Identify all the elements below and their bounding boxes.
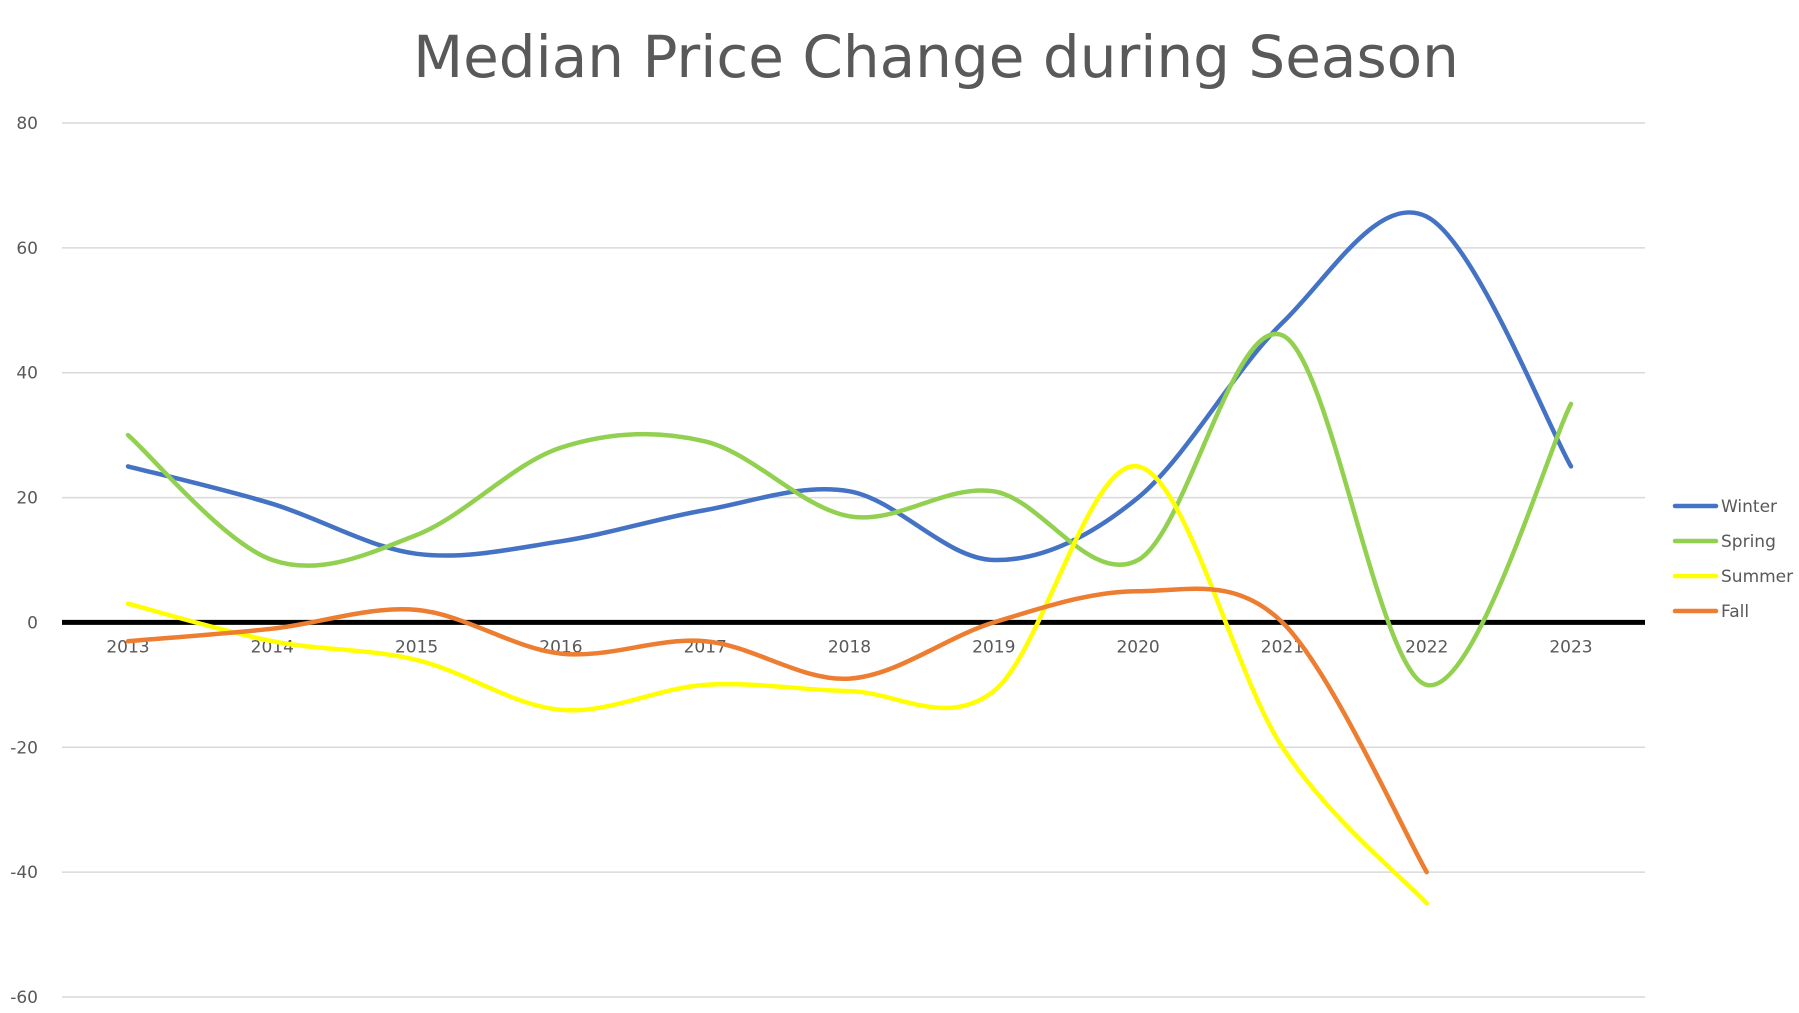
y-tick-label: -60 bbox=[10, 988, 38, 1008]
x-tick-label: 2021 bbox=[1261, 637, 1304, 657]
chart-title: Median Price Change during Season bbox=[413, 23, 1459, 91]
x-tick-label: 2023 bbox=[1549, 637, 1592, 657]
legend-label-summer: Summer bbox=[1721, 567, 1793, 587]
x-tick-label: 2018 bbox=[828, 637, 871, 657]
x-tick-label: 2019 bbox=[972, 637, 1015, 657]
y-tick-label: 20 bbox=[16, 489, 38, 509]
x-tick-label: 2022 bbox=[1405, 637, 1448, 657]
y-tick-label: -20 bbox=[10, 738, 38, 758]
series-line-fall bbox=[125, 586, 1429, 875]
series-line-summer bbox=[125, 464, 1429, 906]
legend: Winter Spring Summer Fall bbox=[1672, 497, 1793, 622]
legend-label-spring: Spring bbox=[1721, 532, 1776, 552]
legend-label-fall: Fall bbox=[1721, 602, 1749, 622]
legend-label-winter: Winter bbox=[1721, 497, 1777, 517]
y-axis-tick-labels: 80 60 40 20 0 -20 -40 -60 bbox=[10, 114, 38, 1008]
y-tick-label: 0 bbox=[27, 613, 38, 633]
gridlines bbox=[62, 122, 1645, 998]
series-line-spring bbox=[125, 331, 1574, 688]
y-tick-label: -40 bbox=[10, 863, 38, 883]
y-tick-label: 80 bbox=[16, 114, 38, 134]
y-tick-label: 60 bbox=[16, 239, 38, 259]
y-tick-label: 40 bbox=[16, 364, 38, 384]
x-tick-label: 2015 bbox=[395, 637, 438, 657]
x-axis-tick-labels: 2013 2014 2015 2016 2017 2018 2019 2020 2021 2022… bbox=[106, 637, 1592, 657]
series-lines bbox=[125, 210, 1574, 906]
x-tick-label: 2020 bbox=[1116, 637, 1159, 657]
